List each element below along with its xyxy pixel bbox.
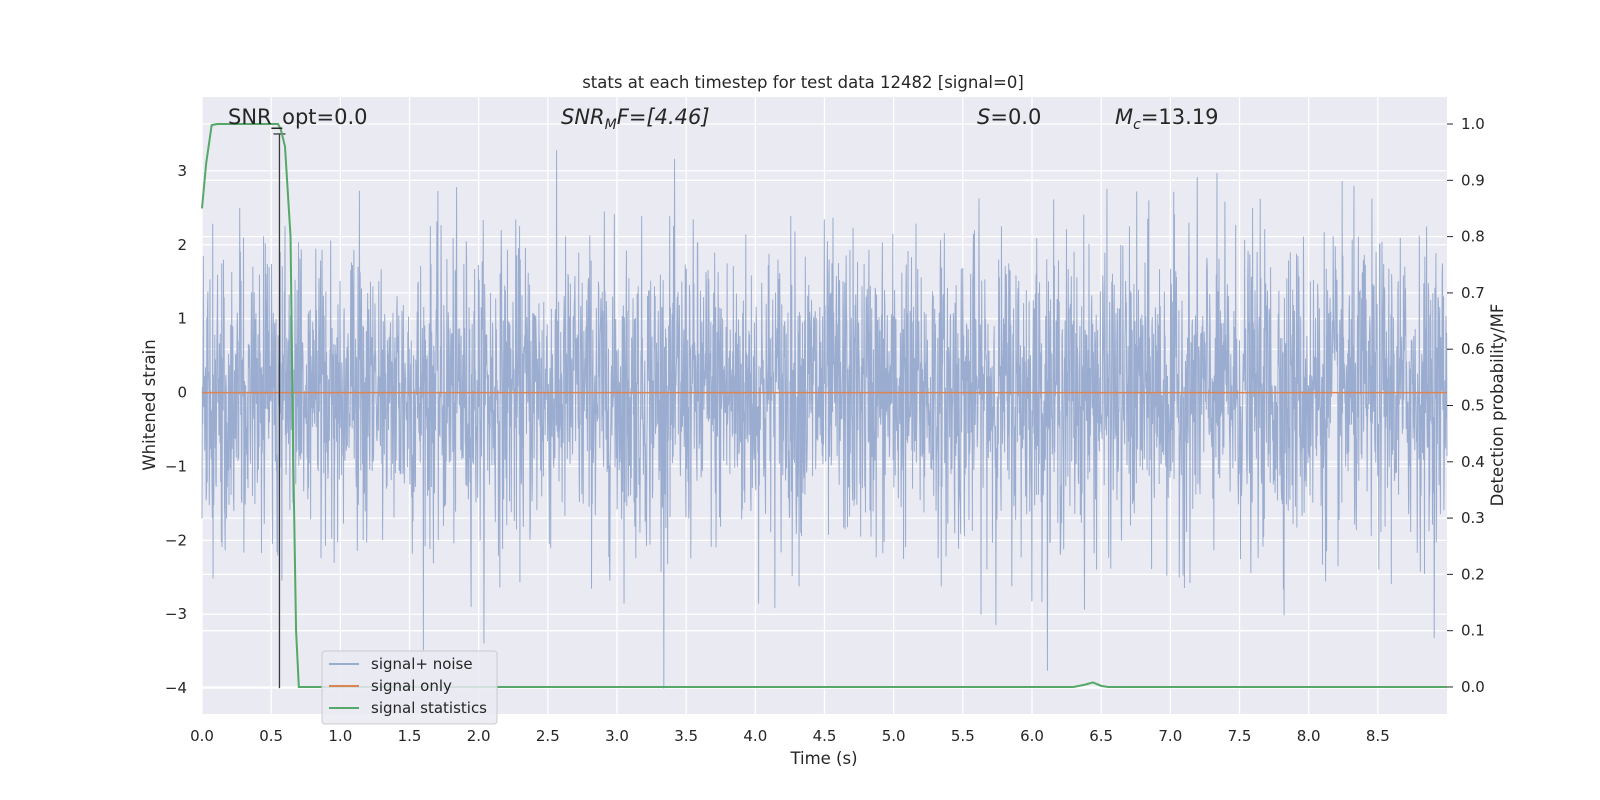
x-tick-label: 7.0: [1158, 727, 1182, 745]
annotation-snr-mf-main: SNR: [561, 105, 605, 129]
x-tick-label: 3.0: [605, 727, 629, 745]
y-tick-label: −2: [165, 531, 187, 549]
x-tick-label: 4.5: [813, 727, 837, 745]
y-tick-label: −1: [165, 457, 187, 475]
annotation-mc-sub: c: [1133, 117, 1141, 133]
y-tick-label: −3: [165, 605, 187, 623]
x-tick-label: 7.5: [1228, 727, 1252, 745]
annotation-snr-mf-tail: F=[4.46]: [617, 105, 710, 129]
annotation-snr-opt: SNR_opt=0.0: [228, 105, 368, 130]
x-tick-label: 2.0: [467, 727, 491, 745]
annotation-mc-main: M: [1115, 105, 1133, 129]
legend: signal+ noise signal only signal statist…: [321, 650, 498, 725]
x-tick-label: 6.0: [1020, 727, 1044, 745]
annotation-snr-mf-sub: M: [605, 117, 617, 133]
y-tick-label: 2: [177, 236, 187, 254]
y2-tick-label: 0.1: [1461, 622, 1485, 640]
annotation-s-stat-main: S: [977, 105, 990, 129]
y2-tick-label: 0.6: [1461, 340, 1485, 358]
chart-title: stats at each timestep for test data 124…: [582, 73, 1024, 92]
legend-label-signal-plus-noise: signal+ noise: [371, 655, 473, 673]
annotation-s-stat: S=0.0: [977, 105, 1041, 129]
series-line-signal-statistics: [201, 123, 1447, 688]
annotations: SNR_opt=0.0 SNRMF=[4.46] S=0.0 Mc=13.19: [228, 105, 1219, 133]
x-tick-label: 8.5: [1366, 727, 1390, 745]
y2-tick-label: 0.4: [1461, 453, 1485, 471]
x-tick-label: 5.0: [882, 727, 906, 745]
legend-label-signal-only: signal only: [371, 677, 452, 695]
annotation-mc: Mc=13.19: [1115, 105, 1219, 133]
y2-tick-label: 0.3: [1461, 509, 1485, 527]
y-tick-label: 1: [177, 310, 187, 328]
y2-tick-label: 0.5: [1461, 397, 1485, 415]
y-tick-labels: 3 2 1 0 −1 −2 −3 −4: [165, 162, 187, 697]
y2-axis-label: Detection probability/MF: [1488, 304, 1507, 507]
legend-box: [321, 650, 498, 725]
x-tick-label: 1.5: [398, 727, 422, 745]
x-tick-label: 3.5: [674, 727, 698, 745]
y2-tick-label: 0.8: [1461, 228, 1485, 246]
annotation-snr-mf: SNRMF=[4.46]: [561, 105, 710, 133]
y2-tick-label: 0.2: [1461, 565, 1485, 583]
y-axis-label: Whitened strain: [140, 339, 159, 470]
x-tick-label: 6.5: [1089, 727, 1113, 745]
x-axis-label: Time (s): [789, 749, 857, 768]
y2-tick-label: 0.0: [1461, 678, 1485, 696]
annotation-s-stat-tail: =0.0: [990, 105, 1041, 129]
y-tick-label: 0: [177, 384, 187, 402]
y2-tick-labels: 1.0 0.9 0.8 0.7 0.6 0.5 0.4 0.3 0.2 0.1 0.0: [1447, 115, 1485, 696]
x-tick-label: 5.5: [951, 727, 975, 745]
y2-tick-label: 0.7: [1461, 284, 1485, 302]
y2-tick-label: 1.0: [1461, 115, 1485, 133]
y-tick-label: −4: [165, 679, 187, 697]
x-tick-label: 8.0: [1297, 727, 1321, 745]
y2-tick-label: 0.9: [1461, 171, 1485, 189]
marker-line: [273, 133, 286, 689]
x-tick-label: 1.0: [328, 727, 352, 745]
annotation-mc-tail: =13.19: [1141, 105, 1219, 129]
y-tick-label: 3: [177, 162, 187, 180]
x-tick-label: 0.0: [190, 727, 214, 745]
x-tick-label: 2.5: [536, 727, 560, 745]
x-tick-label: 0.5: [259, 727, 283, 745]
series-signal-statistics: [201, 123, 1447, 688]
x-tick-label: 4.0: [743, 727, 767, 745]
x-tick-labels: 0.0 0.5 1.0 1.5 2.0 2.5 3.0 3.5 4.0 4.5 5.0 5.5 6.0 6…: [190, 727, 1390, 745]
legend-label-signal-statistics: signal statistics: [371, 699, 487, 717]
